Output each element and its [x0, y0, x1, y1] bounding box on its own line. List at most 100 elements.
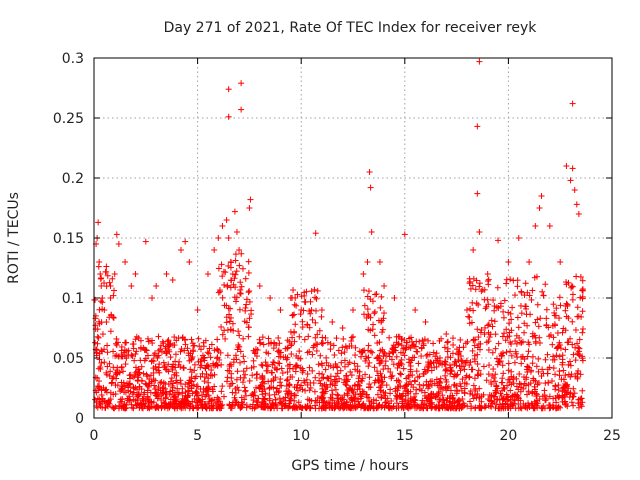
data-point — [517, 339, 524, 346]
data-point — [442, 405, 449, 412]
data-point — [543, 395, 550, 402]
data-point — [316, 377, 323, 384]
data-point — [328, 395, 335, 402]
data-point — [374, 376, 381, 383]
data-point — [575, 211, 582, 217]
data-point — [317, 352, 324, 359]
data-point — [182, 389, 189, 396]
data-point — [446, 362, 453, 369]
data-point — [499, 350, 506, 357]
data-point — [167, 388, 174, 395]
data-point — [179, 390, 186, 397]
data-point — [155, 367, 162, 374]
data-point — [184, 392, 191, 399]
data-point — [237, 405, 244, 412]
data-point — [500, 370, 507, 377]
data-point — [559, 398, 566, 405]
data-point — [272, 400, 279, 407]
data-point — [518, 405, 525, 412]
data-point — [352, 352, 359, 359]
data-point — [230, 359, 237, 366]
data-point — [532, 338, 539, 345]
data-point — [525, 339, 532, 346]
data-point — [122, 361, 129, 368]
data-point — [248, 311, 255, 318]
data-point — [520, 385, 527, 392]
data-point — [269, 361, 276, 368]
data-point — [142, 355, 149, 362]
data-point — [482, 305, 489, 312]
data-point — [476, 58, 483, 65]
data-point — [511, 359, 518, 366]
data-point — [306, 348, 313, 355]
data-point — [475, 334, 482, 341]
data-point — [99, 299, 106, 306]
data-point — [571, 187, 578, 193]
data-point — [459, 376, 466, 383]
data-point — [485, 329, 492, 336]
data-point — [491, 378, 498, 385]
data-point — [535, 368, 542, 375]
data-point — [573, 201, 580, 208]
data-point — [322, 366, 329, 373]
data-point — [417, 405, 424, 412]
data-point — [565, 361, 572, 368]
data-point — [468, 403, 475, 410]
data-point — [138, 377, 145, 384]
data-point — [351, 382, 358, 389]
data-point — [315, 361, 322, 368]
data-point — [95, 378, 102, 385]
data-point — [382, 358, 389, 365]
data-point — [189, 353, 196, 360]
data-point — [245, 324, 252, 331]
data-point — [299, 318, 306, 325]
data-point — [225, 86, 232, 93]
data-point — [552, 312, 559, 319]
data-point — [233, 376, 240, 383]
data-point — [113, 342, 120, 349]
data-point — [524, 391, 531, 398]
data-point — [263, 362, 270, 369]
data-point — [113, 335, 120, 342]
data-point — [388, 356, 395, 363]
data-point — [557, 302, 564, 309]
data-point — [454, 371, 461, 378]
data-point — [211, 383, 218, 390]
x-tick-label: 25 — [603, 428, 621, 444]
data-point — [562, 303, 569, 310]
data-point — [363, 391, 370, 398]
data-point — [518, 360, 525, 367]
data-point — [146, 405, 153, 412]
data-point — [122, 339, 129, 346]
data-point — [214, 336, 221, 343]
data-point — [261, 395, 268, 402]
data-point — [238, 80, 245, 87]
data-point — [152, 386, 159, 393]
data-point — [521, 320, 528, 327]
data-point — [444, 348, 451, 355]
data-point — [312, 294, 319, 301]
data-point — [107, 396, 114, 403]
data-point — [352, 402, 359, 409]
data-point — [347, 385, 354, 392]
data-point — [503, 391, 510, 398]
data-point — [232, 352, 239, 359]
data-point — [535, 355, 542, 362]
data-point — [365, 288, 372, 295]
data-point — [158, 379, 165, 386]
data-point — [376, 403, 383, 410]
data-point — [268, 403, 275, 410]
data-point — [222, 335, 229, 342]
data-point — [337, 367, 344, 374]
data-point — [545, 402, 552, 409]
data-point — [496, 396, 503, 403]
data-point — [218, 402, 225, 409]
data-point — [101, 346, 108, 353]
data-point — [243, 365, 250, 372]
data-point — [515, 235, 522, 241]
data-point — [152, 389, 159, 396]
data-point — [506, 320, 513, 327]
data-point — [416, 373, 423, 380]
data-point — [422, 319, 429, 325]
data-point — [128, 352, 135, 359]
